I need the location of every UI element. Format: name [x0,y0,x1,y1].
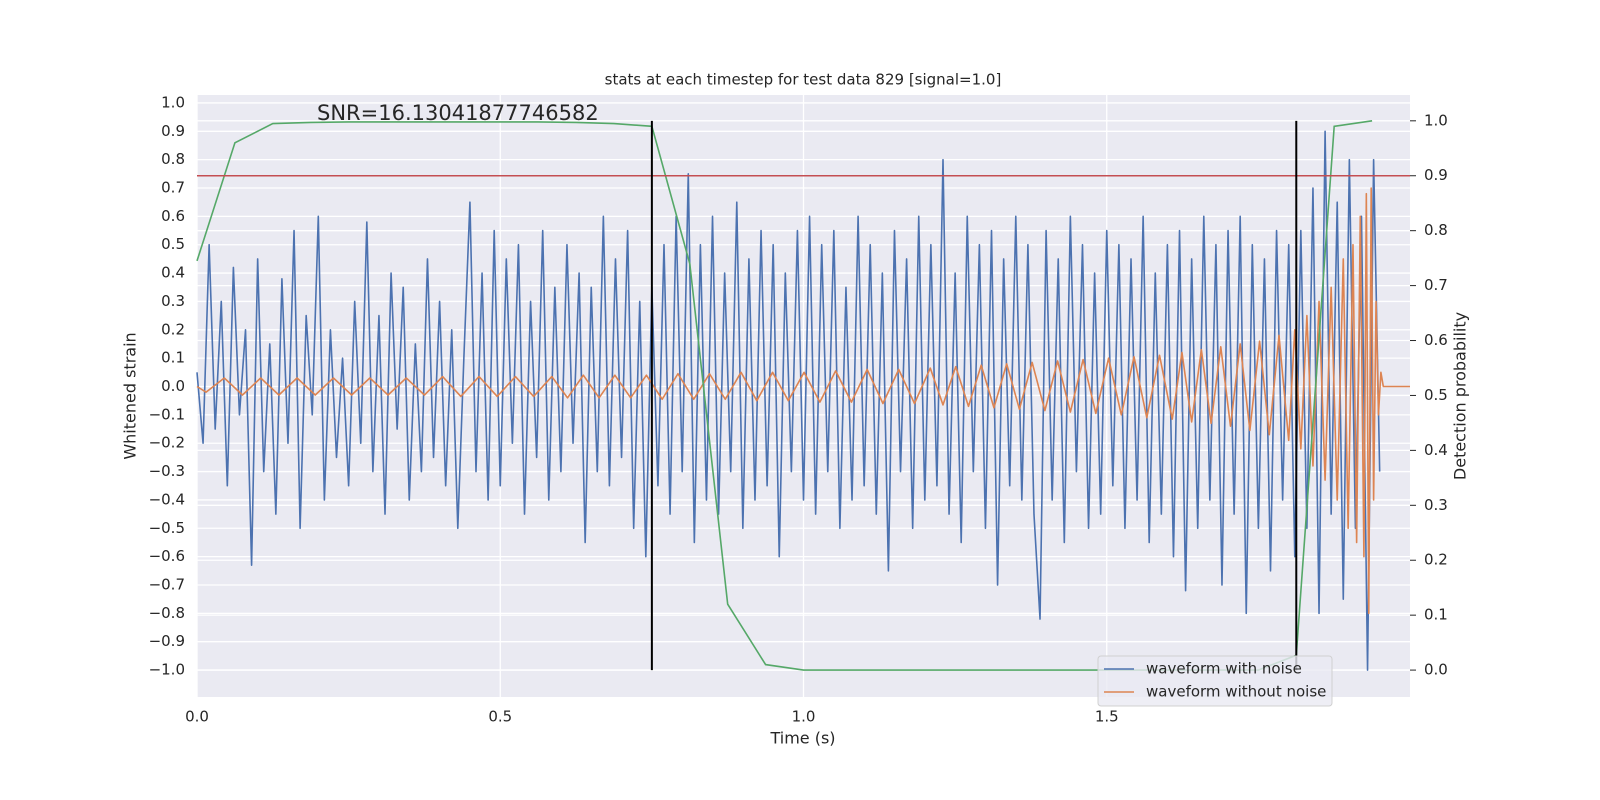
legend-label: waveform without noise [1146,683,1326,701]
y2-tick-label: 0.4 [1424,441,1448,459]
snr-annotation: SNR=16.13041877746582 [317,101,599,125]
legend-box [1097,655,1333,707]
y-tick-label: 0.3 [161,292,185,310]
x-tick-label: 0.0 [185,708,209,726]
y-tick-label: −0.4 [149,490,185,508]
y2-tick-label: 0.5 [1424,386,1448,404]
y-tick-label: −0.9 [149,632,185,650]
y2-tick-label: 0.3 [1424,496,1448,514]
y-tick-label: −0.5 [149,519,185,537]
legend-label: waveform with noise [1146,660,1302,678]
y-tick-label: 0.0 [161,377,185,395]
series-line [196,130,1381,671]
y-tick-label: −0.3 [149,462,185,480]
y-tick-label: 0.5 [161,235,185,253]
y-tick-label: −0.6 [149,547,185,565]
x-tick-label: 0.5 [488,708,512,726]
y2-tick-label: 0.9 [1424,166,1448,184]
y-tick-label: 0.8 [161,150,185,168]
labels: 0.0 0.5 1.0 1.5 −1.0 −0.9 −0.8 −0.7 −0.6 −0.5 −0.4… [149,93,1448,725]
y-tick-label: 0.7 [161,179,185,197]
y-tick-label: −0.8 [149,604,185,622]
y2-tick-label: 1.0 [1424,111,1448,129]
y-tick-label: 1.0 [161,93,185,111]
y-tick-label: 0.4 [161,264,185,282]
y2-tick-label: 0.7 [1424,276,1448,294]
y-tick-label: 0.9 [161,122,185,140]
chart-title: stats at each timestep for test data 829… [605,71,1002,89]
y-tick-label: 0.1 [161,349,185,367]
x-tick-label: 1.5 [1095,708,1119,726]
y-tick-label: −1.0 [149,661,185,679]
legend: waveform with noise waveform without nois… [1097,655,1333,707]
y2-axis-label: Detection probability [1451,312,1470,480]
y-tick-label: 0.6 [161,207,185,225]
x-axis-label: Time (s) [769,729,835,748]
y-axis-label: Whitened strain [121,332,140,459]
marks [196,120,1410,671]
y2-tick-label: 0.6 [1424,331,1448,349]
y-tick-label: −0.1 [149,405,185,423]
y2-tick-label: 0.0 [1424,661,1448,679]
y2-tick-label: 0.8 [1424,221,1448,239]
y-tick-label: 0.2 [161,320,185,338]
y-tick-label: −0.7 [149,575,185,593]
y-tick-label: −0.2 [149,434,185,452]
y2-tick-label: 0.1 [1424,606,1448,624]
y2-tick-label: 0.2 [1424,551,1448,569]
x-tick-label: 1.0 [792,708,816,726]
series-line [196,187,1410,615]
